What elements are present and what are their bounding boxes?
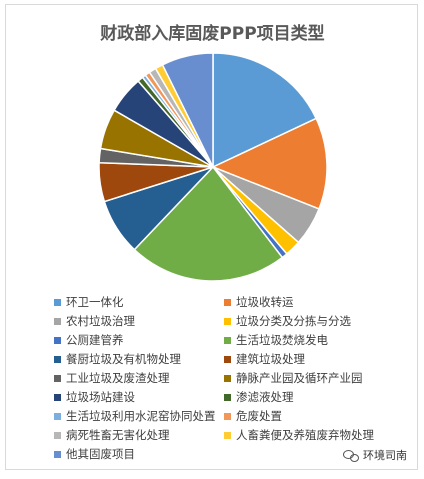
legend-item: 他其固废项目	[54, 447, 224, 462]
watermark-text: 环境司南	[363, 449, 407, 462]
legend-label: 生活垃圾利用水泥窑协同处置	[66, 409, 216, 423]
legend-item: 渗滤液处理	[224, 390, 404, 405]
legend-label: 农村垃圾治理	[66, 314, 135, 328]
legend-swatch	[54, 299, 61, 306]
pie-slice-1	[212, 52, 318, 169]
legend-swatch	[54, 394, 61, 401]
chart-title: 财政部入库固废PPP项目类型	[100, 24, 325, 44]
legend-label: 人畜粪便及养殖废弃物处理	[236, 428, 374, 442]
legend-item: 生活垃圾利用水泥窑协同处置	[54, 409, 224, 424]
legend-label: 垃圾分类及分拣与分选	[236, 314, 351, 328]
legend-item: 病死牲畜无害化处理	[54, 428, 224, 443]
chart-legend: 环卫一体化 垃圾收转运农村垃圾治理 垃圾分类及分拣与分选公厕建管养 生活垃圾焚烧发电餐…	[54, 295, 414, 462]
pie-slice-2	[211, 117, 328, 210]
legend-label: 工业垃圾及废渣处理	[66, 371, 170, 385]
legend-label: 病死牲畜无害化处理	[66, 428, 170, 442]
legend-item: 农村垃圾治理	[54, 314, 224, 329]
legend-item: 垃圾分类及分拣与分选	[224, 314, 404, 329]
legend-swatch	[224, 432, 231, 439]
legend-label: 公厕建管养	[66, 333, 124, 347]
pie-chart	[98, 52, 328, 282]
legend-label: 建筑垃圾处理	[236, 352, 305, 366]
legend-item: 危废处置	[224, 409, 404, 424]
legend-swatch	[54, 413, 61, 420]
legend-item: 公厕建管养	[54, 333, 224, 348]
legend-label: 危废处置	[236, 409, 282, 423]
pie-slice-17	[161, 52, 214, 168]
legend-swatch	[54, 375, 61, 382]
legend-swatch	[224, 394, 231, 401]
legend-swatch	[54, 451, 61, 458]
legend-item: 建筑垃圾处理	[224, 352, 404, 367]
legend-label: 生活垃圾焚烧发电	[236, 333, 328, 347]
legend-item: 垃圾场站建设	[54, 390, 224, 405]
legend-swatch	[224, 375, 231, 382]
legend-item: 人畜粪便及养殖废弃物处理	[224, 428, 404, 443]
legend-item: 垃圾收转运	[224, 295, 404, 310]
legend-swatch	[54, 432, 61, 439]
wechat-icon	[343, 449, 359, 462]
legend-label: 渗滤液处理	[236, 390, 294, 404]
legend-swatch	[54, 356, 61, 363]
legend-swatch	[224, 299, 231, 306]
legend-label: 餐厨垃圾及有机物处理	[66, 352, 181, 366]
legend-swatch	[224, 318, 231, 325]
legend-label: 环卫一体化	[66, 295, 124, 309]
legend-item: 餐厨垃圾及有机物处理	[54, 352, 224, 367]
legend-item: 生活垃圾焚烧发电	[224, 333, 404, 348]
legend-label: 他其固废项目	[66, 447, 135, 461]
legend-swatch	[224, 337, 231, 344]
legend-item: 工业垃圾及废渣处理	[54, 371, 224, 386]
chart-frame: 财政部入库固废PPP项目类型 环卫一体化 垃圾收转运农村垃圾治理 垃圾分类及分拣与分…	[5, 4, 418, 470]
pie-slice-6	[133, 165, 284, 282]
legend-item: 环卫一体化	[54, 295, 224, 310]
legend-label: 静脉产业园及循环产业园	[236, 371, 363, 385]
legend-swatch	[54, 318, 61, 325]
legend-swatch	[54, 337, 61, 344]
legend-item: 静脉产业园及循环产业园	[224, 371, 404, 386]
legend-label: 垃圾收转运	[236, 295, 294, 309]
watermark: 环境司南	[343, 447, 407, 463]
legend-swatch	[224, 356, 231, 363]
legend-label: 垃圾场站建设	[66, 390, 135, 404]
legend-swatch	[224, 413, 231, 420]
